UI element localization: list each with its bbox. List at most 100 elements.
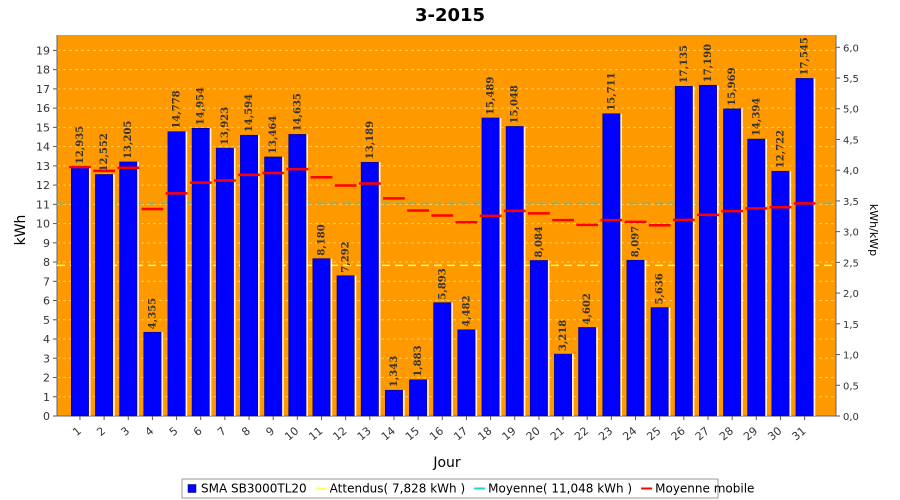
bar	[288, 134, 307, 417]
bar-value-label: 4,482	[461, 295, 472, 326]
bar-value-label: 15,969	[727, 67, 738, 105]
y-tick-label: 19	[36, 44, 50, 57]
x-tick-label: 10	[282, 424, 301, 443]
bar-value-label: 17,190	[703, 44, 714, 82]
bar	[95, 174, 114, 417]
x-tick-label: 12	[331, 424, 350, 443]
y-tick-label: 12	[36, 179, 50, 192]
bar-value-label: 1,343	[389, 356, 400, 387]
legend: SMA SB3000TL20 Attendus( 7,828 kWh ) Moyen…	[181, 478, 754, 499]
bar-value-label: 8,180	[316, 224, 327, 255]
bar	[578, 327, 597, 417]
y-tick-label: 14	[36, 141, 50, 154]
bar-value-label: 13,205	[123, 121, 134, 159]
y-tick-label: 10	[36, 218, 50, 231]
y-tick-label: 1	[43, 391, 50, 404]
bar	[240, 134, 258, 417]
bar-value-label: 12,552	[99, 133, 110, 171]
x-tick-label: 2	[94, 424, 108, 438]
legend-entry: Moyenne mobile	[655, 482, 754, 496]
bar	[336, 275, 355, 417]
bar	[747, 138, 766, 417]
legend-entry: Moyenne( 11,048 kWh )	[488, 482, 632, 496]
y2-tick-label: 6,0	[843, 43, 859, 54]
x-tick-label: 18	[475, 424, 494, 443]
y-tick-label: 5	[43, 314, 50, 327]
y-tick-label: 0	[43, 410, 50, 423]
bar	[626, 259, 645, 417]
x-tick-label: 23	[596, 424, 615, 443]
bar	[143, 331, 162, 417]
bar-value-label: 14,394	[751, 98, 762, 136]
y2-tick-label: 2,0	[843, 289, 859, 300]
bar	[119, 161, 138, 417]
x-tick-label: 17	[451, 424, 470, 443]
legend-entry: Attendus( 7,828 kWh )	[330, 482, 465, 496]
bar-value-label: 14,954	[196, 87, 207, 125]
y-tick-label: 8	[43, 256, 50, 269]
bar-value-label: 12,935	[75, 126, 86, 164]
x-tick-label: 8	[239, 424, 253, 438]
x-tick-label: 27	[693, 424, 712, 443]
y-tick-label: 11	[36, 198, 50, 211]
bar	[385, 389, 403, 417]
bar	[723, 108, 742, 417]
x-tick-label: 19	[500, 424, 519, 443]
y-tick-label: 7	[43, 275, 50, 288]
bar	[433, 302, 452, 417]
x-tick-label: 25	[645, 424, 664, 443]
bar-value-label: 5,636	[655, 273, 666, 304]
bar	[602, 113, 621, 417]
y-tick-label: 6	[43, 295, 50, 308]
bar	[674, 86, 693, 417]
y2-tick-label: 2,5	[843, 258, 859, 269]
legend-swatch	[187, 484, 197, 493]
y2-tick-label: 5,5	[843, 74, 859, 85]
y-tick-label: 13	[36, 160, 50, 173]
y-tick-label: 3	[43, 352, 50, 365]
y2-axis-label: kWh/kWp	[867, 204, 880, 256]
bar-value-label: 15,711	[606, 72, 617, 110]
x-tick-label: 30	[765, 424, 784, 443]
bar-value-label: 4,602	[582, 293, 593, 324]
bar	[457, 329, 476, 417]
y-tick-label: 9	[43, 237, 50, 250]
x-tick-label: 13	[355, 424, 374, 443]
bar-value-label: 5,893	[437, 268, 448, 299]
bar-value-label: 1,883	[413, 345, 424, 376]
y-tick-label: 2	[43, 372, 50, 385]
bar-value-label: 13,189	[365, 121, 376, 159]
bar-value-label: 8,084	[534, 226, 545, 257]
x-tick-label: 21	[548, 424, 567, 443]
bar-value-label: 14,778	[172, 90, 183, 128]
x-tick-label: 24	[620, 424, 639, 443]
bar	[554, 353, 572, 417]
bar-value-label: 7,292	[341, 241, 352, 272]
chart-title: 3-2015	[415, 5, 485, 26]
bar-value-label: 8,097	[631, 226, 642, 257]
bar	[215, 147, 234, 417]
x-tick-label: 20	[524, 424, 543, 443]
y2-tick-label: 4,5	[843, 135, 859, 146]
bar-value-label: 15,048	[510, 85, 521, 123]
bar	[312, 258, 331, 417]
y2-tick-label: 1,5	[843, 320, 859, 331]
y-tick-label: 15	[36, 121, 50, 134]
x-tick-label: 1	[70, 424, 84, 438]
bar	[71, 166, 89, 417]
bar	[360, 161, 379, 417]
bar-value-label: 4,355	[147, 298, 158, 329]
y-tick-label: 16	[36, 102, 50, 115]
legend-entry: SMA SB3000TL20	[201, 482, 307, 496]
bar-value-label: 15,489	[486, 77, 497, 115]
x-tick-label: 15	[403, 424, 422, 443]
bar-value-label: 17,545	[800, 37, 811, 75]
bar-value-label: 14,635	[292, 93, 303, 131]
x-tick-label: 31	[789, 424, 808, 443]
x-tick-label: 4	[143, 424, 157, 438]
y2-tick-label: 3,5	[843, 197, 859, 208]
legend-box	[181, 478, 719, 499]
bar	[264, 156, 283, 417]
